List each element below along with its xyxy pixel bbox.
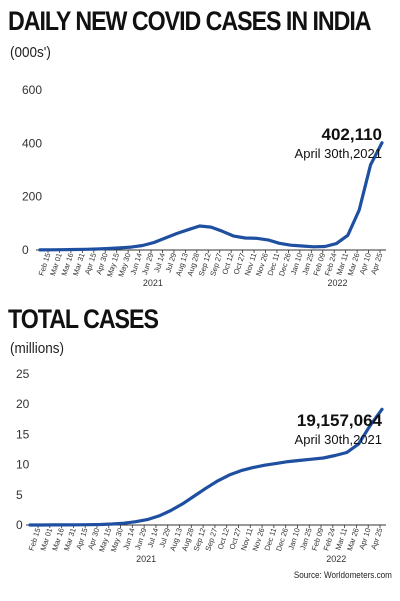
chart-2-annotation-value: 19,157,064 [297, 411, 383, 430]
chart-1-data-point [130, 245, 133, 249]
chart-1-data-point [209, 225, 213, 229]
chart-1-data-point [73, 248, 76, 251]
chart-2-data-point [216, 479, 219, 483]
chart-2-data-point [99, 523, 102, 526]
chart-1-data-point [221, 230, 224, 233]
chart-1-year-label: 2022 [328, 278, 348, 288]
chart-2-ytick-label: 5 [16, 488, 23, 502]
chart-1-data-point [164, 236, 167, 240]
chart-1-annotation-value: 402,110 [321, 125, 382, 144]
chart-2-data-point [204, 486, 208, 490]
source-note: Source: Worldometers.com [294, 570, 392, 580]
chart-1-data-point [301, 244, 304, 248]
chart-1-data-point [369, 163, 372, 166]
chart-1-ytick-label: 0 [22, 243, 29, 257]
chart-1-data-point [323, 245, 327, 248]
chart-1-data-point [358, 208, 361, 212]
chart-2-data-point [40, 523, 43, 527]
chart-1-year-label: 2021 [143, 278, 163, 288]
chart-2-data-point [193, 494, 196, 498]
chart-2-data-point [181, 502, 184, 506]
chart-2-data-point [228, 473, 231, 477]
chart-1-data-point [141, 244, 144, 247]
chart-2-data-point [333, 454, 337, 457]
chart-1-data-point [380, 141, 384, 144]
chart-2-annotation-date: April 30th,2021 [295, 432, 382, 447]
chart-1-data-point [107, 247, 110, 250]
chart-2-data-point [298, 459, 302, 462]
chart-1-data-point [289, 244, 292, 247]
chart-2-unit-label: (millions) [10, 340, 64, 357]
chart-1-data-point [61, 248, 64, 251]
chart-1-data-point [152, 241, 156, 244]
chart-2-ytick-label: 15 [16, 427, 30, 441]
chart-2-data-point [251, 466, 255, 469]
chart-2-data-point [310, 457, 313, 461]
chart-2-data-point [286, 460, 290, 463]
chart-1-data-point [198, 224, 201, 228]
chart-2-data-point [52, 523, 55, 527]
chart-2-data-point [63, 523, 67, 527]
chart-2-ytick-label: 25 [16, 367, 30, 381]
chart-2-data-point [240, 469, 243, 472]
chart-2-data-point [87, 523, 90, 526]
chart-1-ytick-label: 200 [22, 190, 42, 204]
chart-1-data-point [175, 232, 178, 235]
chart-1-data-point [335, 242, 338, 245]
chart-2-ytick-label: 0 [16, 518, 23, 532]
chart-1-data-point [95, 247, 99, 251]
chart-1-annotation-date: April 30th,2021 [295, 146, 382, 161]
chart-2-data-point [263, 464, 266, 467]
chart-1-unit-label: (000s') [10, 44, 51, 61]
chart-1-title: DAILY NEW COVID CASES IN INDIA [8, 6, 372, 36]
chart-1-data-point [118, 246, 122, 250]
chart-2-data-point [369, 424, 372, 427]
chart-2-title: TOTAL CASES [8, 304, 159, 334]
chart-1-data-point [278, 242, 281, 245]
chart-1-data-point [84, 248, 87, 251]
chart-2-data-point [134, 520, 137, 523]
chart-1-data-point [187, 228, 190, 231]
chart-1-data-point [38, 248, 42, 252]
chart-1-data-point [232, 234, 235, 238]
chart-2-data-point [275, 462, 278, 465]
chart-2-ytick-label: 20 [16, 397, 30, 411]
chart-2-data-point [322, 456, 325, 460]
chart-2-data-point [146, 518, 149, 521]
chart-1-data-point [266, 238, 270, 242]
chart-2-data-point [345, 451, 348, 454]
chart-2-year-label: 2021 [136, 554, 156, 564]
chart-2-data-point [75, 523, 79, 527]
chart-2-ytick-label: 10 [16, 458, 30, 472]
chart-1-data-point [312, 245, 315, 248]
chart-1-data-point [346, 234, 349, 237]
chart-2-data-point [157, 514, 161, 518]
chart-1-data-point [244, 236, 247, 240]
chart-2-data-point [169, 509, 172, 512]
chart-1-data-point [255, 237, 258, 240]
chart-1-ytick-label: 600 [22, 83, 42, 97]
chart-1-data-point [50, 248, 53, 251]
chart-2-data-point [110, 522, 114, 526]
chart-2-data-point [357, 442, 360, 446]
chart-2-data-point [122, 521, 126, 525]
chart-1-ytick-label: 400 [22, 136, 42, 150]
chart-2-year-label: 2022 [326, 554, 346, 564]
chart-2-data-point [380, 408, 384, 411]
chart-2-data-point [28, 523, 32, 527]
